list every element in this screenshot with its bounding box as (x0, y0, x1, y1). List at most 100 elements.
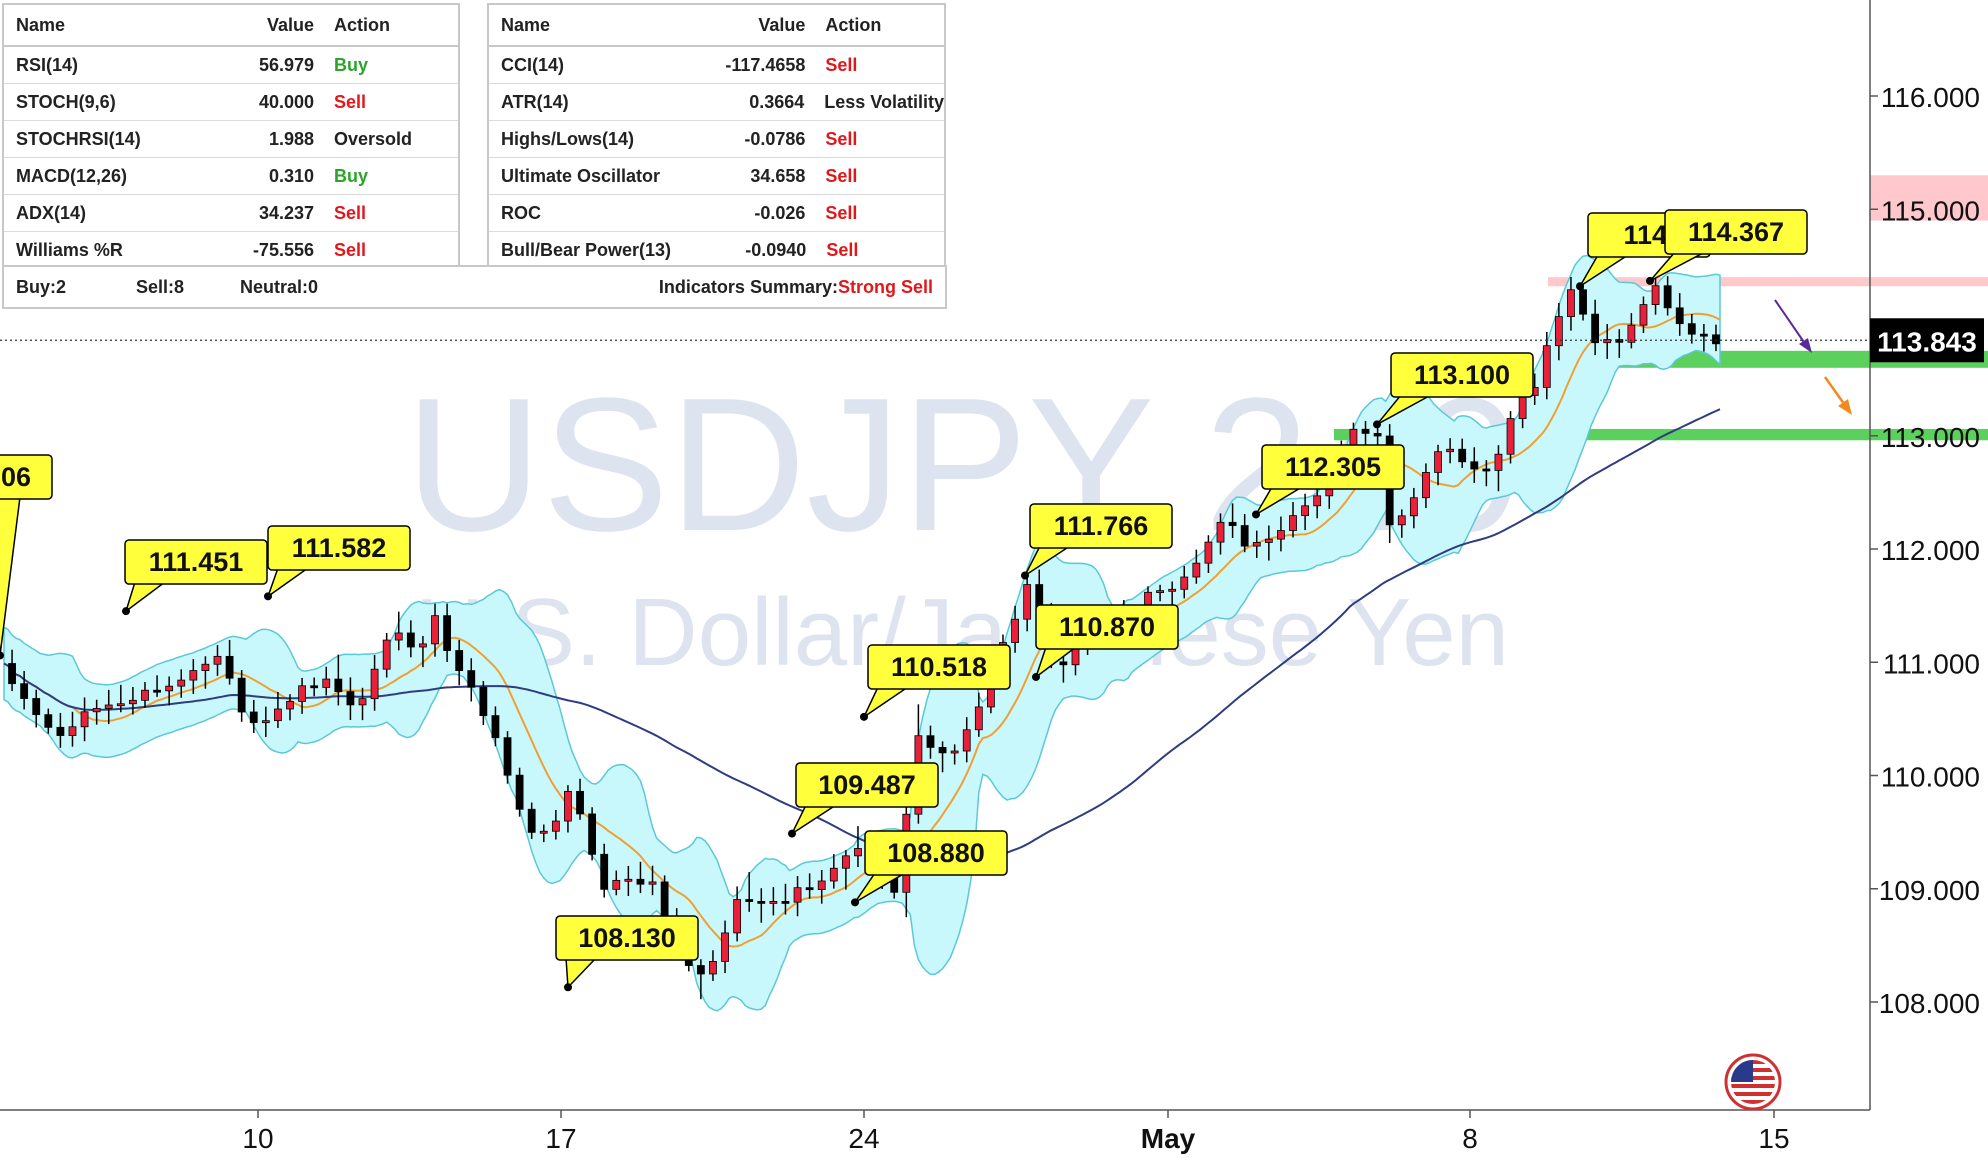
candle-body (1639, 304, 1648, 326)
table-row: RSI(14) 56.979 Buy (4, 47, 458, 84)
indicator-value: -117.4658 (725, 54, 806, 75)
indicator-action: Sell (825, 128, 858, 149)
candle-body (1361, 428, 1370, 434)
candle-body (1252, 542, 1261, 547)
candle-body (950, 750, 959, 754)
indicator-name: RSI(14) (16, 54, 79, 75)
candle-body (1554, 316, 1563, 347)
candle-body (793, 887, 802, 903)
callout-label: 110.870 (1059, 612, 1155, 642)
candle-body (1494, 453, 1503, 471)
price-callout: 113.100 (1373, 352, 1534, 429)
candle-body (1023, 584, 1032, 620)
candle-body (56, 726, 65, 736)
price-callout: 109.487 (788, 762, 939, 838)
indicator-value: 34.237 (258, 202, 314, 223)
y-tick-label: 115.000 (1881, 195, 1980, 226)
summary-label: Indicators Summary: (658, 276, 838, 297)
candle-body (310, 685, 319, 689)
candle-body (721, 932, 729, 962)
indicator-action: Sell (825, 165, 858, 186)
candle-body (769, 901, 778, 904)
price-callout: 108.880 (851, 830, 1008, 907)
callout-label: 109.487 (818, 770, 916, 800)
candle-body (1518, 395, 1527, 419)
candle-body (213, 655, 222, 665)
price-callout: 111.451 (122, 539, 268, 616)
indicator-action: Sell (825, 202, 858, 223)
technical-indicators-table-left: Name Value Action RSI(14) 56.979 Buy STO… (2, 3, 460, 270)
candle-body (1204, 541, 1213, 564)
candle-body (1712, 334, 1720, 345)
table-row: Highs/Lows(14) -0.0786 Sell (489, 121, 944, 158)
candle-body (8, 663, 16, 685)
candle-body (382, 639, 391, 670)
indicator-name: STOCH(9,6) (16, 91, 116, 112)
indicator-value: -0.0786 (744, 128, 806, 149)
candle-body (358, 698, 367, 706)
candle-body (237, 677, 246, 713)
candle-body (1579, 289, 1587, 315)
callout-label: 110.518 (891, 652, 987, 682)
candle-body (733, 899, 742, 934)
candle-body (1542, 345, 1551, 388)
candle-body (1603, 339, 1612, 344)
candle-body (757, 900, 766, 904)
candle-body (503, 737, 512, 776)
indicator-name: Bull/Bear Power(13) (501, 239, 672, 260)
indicators-summary-bar: Buy:2 Sell:8 Neutral:0 Indicators Summar… (2, 265, 947, 309)
callout-label: 113.100 (1414, 360, 1510, 390)
candle-body (696, 965, 705, 975)
candle-body (805, 887, 814, 891)
summary-verdict: Indicators Summary:Strong Sell (659, 277, 945, 298)
table-row: Ultimate Oscillator 34.658 Sell (489, 158, 944, 195)
price-callout: 111.766 (1021, 503, 1173, 580)
price-callout: 114.367 (1646, 209, 1808, 285)
header-name: Name (501, 14, 551, 35)
indicator-value: 1.988 (268, 128, 314, 149)
x-tick-label: 10 (242, 1123, 273, 1154)
candle-body (32, 698, 41, 716)
us-flag-icon[interactable] (1724, 1053, 1782, 1111)
candle-body (527, 808, 536, 833)
table-row: STOCHRSI(14) 1.988 Oversold (4, 121, 458, 158)
candle-body (346, 691, 355, 706)
table-row: Bull/Bear Power(13) -0.0940 Sell (489, 232, 944, 268)
header-action: Action (334, 14, 390, 35)
candle-body (648, 881, 657, 885)
indicator-value: 56.979 (258, 54, 314, 75)
candle-body (1180, 576, 1189, 590)
candle-body (539, 830, 548, 834)
table-row: ATR(14) 0.3664 Less Volatility (489, 84, 944, 121)
candle-body (116, 703, 125, 707)
indicator-value: 34.658 (750, 165, 806, 186)
current-price-label: 113.843 (1877, 326, 1977, 357)
indicator-action: Sell (334, 239, 367, 260)
indicator-action: Sell (825, 54, 858, 75)
y-tick-label: 113.000 (1881, 422, 1980, 453)
candle-body (394, 632, 403, 641)
indicator-action: Oversold (334, 128, 413, 149)
candle-body (1228, 521, 1237, 526)
candle-body (1446, 448, 1455, 453)
indicator-name: ADX(14) (16, 202, 87, 223)
candle-body (1458, 448, 1467, 463)
candle-body (854, 848, 862, 857)
resistance-zone (1870, 175, 1988, 221)
orange-arrow-head (1838, 399, 1852, 415)
candle-body (431, 615, 439, 645)
purple-arrow-line (1774, 299, 1809, 349)
summary-neutral-count: Neutral:0 (240, 276, 319, 297)
candles-layer (8, 274, 1720, 1000)
candle-body (1663, 285, 1672, 309)
callout-label: 108.880 (887, 838, 985, 868)
indicator-name: STOCHRSI(14) (16, 128, 141, 149)
candle-body (926, 735, 935, 748)
technical-indicators-table-right: Name Value Action CCI(14) -117.4658 Sell… (487, 3, 946, 270)
x-tick-label: May (1141, 1123, 1196, 1154)
candle-body (1615, 339, 1624, 343)
indicator-name: ATR(14) (501, 91, 569, 112)
candle-body (841, 855, 850, 869)
candle-body (491, 715, 500, 739)
